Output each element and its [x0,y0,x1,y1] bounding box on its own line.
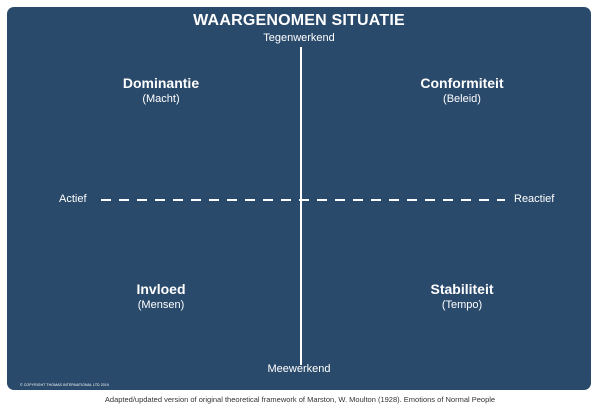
copyright-notice: © COPYRIGHT THOMAS INTERNATIONAL LTD 201… [20,383,109,387]
quadrant-invloed: Invloed (Mensen) [81,281,241,313]
axis-label-left: Actief [59,193,87,205]
quadrant-dominantie: Dominantie (Macht) [81,75,241,107]
quadrant-subtitle: (Beleid) [443,93,481,105]
quadrant-title: Invloed [136,281,186,297]
diagram-title: WAARGENOMEN SITUATIE [193,12,405,29]
quadrant-subtitle: (Macht) [142,93,180,105]
quadrant-conformiteit: Conformiteit (Beleid) [382,75,542,107]
horizontal-dashed-axis [101,199,505,201]
axis-label-right: Reactief [514,193,555,205]
quadrant-subtitle: (Tempo) [441,299,483,311]
diagram-panel: WAARGENOMEN SITUATIE Tegenwerkend Actief… [7,7,591,390]
quadrant-subtitle: (Mensen) [137,299,185,311]
vertical-axis-line [300,47,302,365]
source-caption: Adapted/updated version of original theo… [104,395,496,404]
quadrant-stabiliteit: Stabiliteit (Tempo) [382,281,542,313]
quadrant-title: Stabiliteit [430,281,494,297]
quadrant-title: Dominantie [122,75,200,91]
axis-label-top: Tegenwerkend [263,32,335,44]
axis-label-bottom: Meewerkend [267,363,331,375]
quadrant-title: Conformiteit [420,75,504,91]
